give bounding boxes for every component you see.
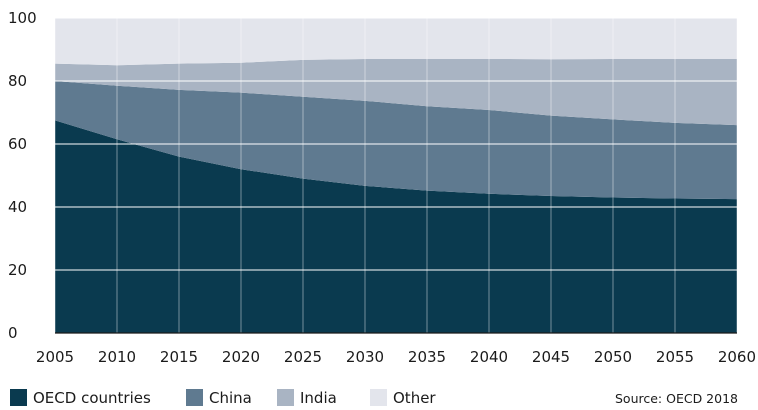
y-tick-label-80: 80 <box>8 72 27 90</box>
y-axis: 0 20 40 60 80 100 <box>8 9 37 342</box>
x-tick-label-2045: 2045 <box>532 348 570 366</box>
legend: OECD countries China India Other <box>10 389 436 407</box>
y-tick-label-20: 20 <box>8 261 27 279</box>
x-tick-label-2015: 2015 <box>160 348 198 366</box>
legend-label-oecd-countries: OECD countries <box>33 389 151 407</box>
y-tick-label-60: 60 <box>8 135 27 153</box>
legend-swatch-china <box>186 389 203 406</box>
x-tick-label-2060: 2060 <box>718 348 756 366</box>
x-tick-label-2025: 2025 <box>284 348 322 366</box>
legend-item-india: India <box>277 389 337 407</box>
x-tick-label-2005: 2005 <box>36 348 74 366</box>
y-tick-label-100: 100 <box>8 9 37 27</box>
x-tick-label-2040: 2040 <box>470 348 508 366</box>
legend-item-china: China <box>186 389 252 407</box>
legend-swatch-oecd-countries <box>10 389 27 406</box>
y-tick-label-0: 0 <box>8 324 18 342</box>
area-china <box>55 81 737 200</box>
legend-item-other: Other <box>370 389 436 407</box>
legend-swatch-other <box>370 389 387 406</box>
x-tick-label-2035: 2035 <box>408 348 446 366</box>
legend-label-other: Other <box>393 389 436 407</box>
legend-label-india: India <box>300 389 337 407</box>
legend-label-china: China <box>209 389 252 407</box>
x-axis: 2005 2010 2015 2020 2025 2030 2035 2040 2045 2050… <box>36 348 756 366</box>
x-tick-label-2020: 2020 <box>222 348 260 366</box>
x-tick-label-2030: 2030 <box>346 348 384 366</box>
area-oecd-countries <box>55 120 737 333</box>
area-india <box>55 58 737 126</box>
gridlines <box>54 17 738 333</box>
x-tick-label-2010: 2010 <box>98 348 136 366</box>
legend-swatch-india <box>277 389 294 406</box>
area-other <box>55 18 737 66</box>
x-tick-label-2055: 2055 <box>656 348 694 366</box>
legend-item-oecd-countries: OECD countries <box>10 389 151 407</box>
area-series-group <box>55 18 737 333</box>
y-tick-label-40: 40 <box>8 198 27 216</box>
x-tick-label-2050: 2050 <box>594 348 632 366</box>
source-note: Source: OECD 2018 <box>615 391 738 406</box>
